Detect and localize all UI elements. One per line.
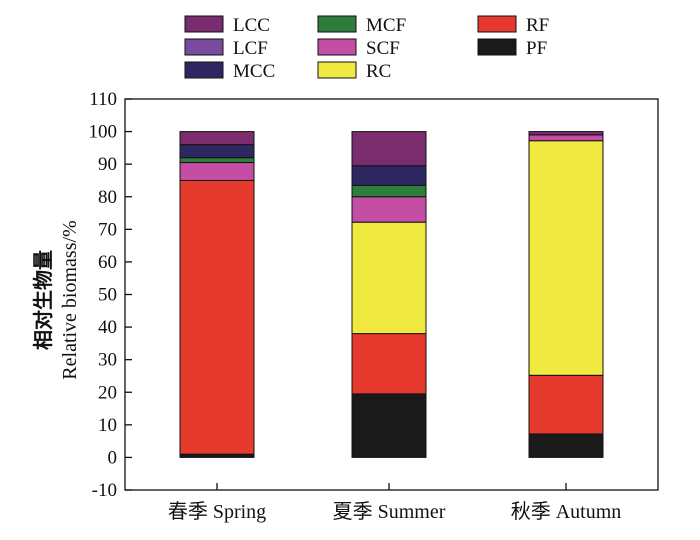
y-tick-label: 0: [108, 447, 118, 468]
x-category-label: 夏季 Summer: [333, 500, 446, 523]
bar-segment-rf: [351, 333, 427, 395]
legend-swatch-mcc: [184, 61, 224, 79]
y-tick-label: -10: [92, 480, 117, 501]
y-tick-label: 110: [89, 89, 117, 110]
legend-label-lcf: LCF: [233, 38, 268, 59]
y-tick-label: 80: [98, 187, 117, 208]
legend-label-mcc: MCC: [233, 61, 275, 82]
y-tick-label: 40: [98, 317, 117, 338]
legend-swatch-rc: [317, 61, 357, 79]
bar-segment-mcf: [351, 184, 427, 198]
y-axis-label-chinese: 相对生物量: [31, 250, 55, 350]
legend-swatch-rf: [477, 15, 517, 33]
bar-segment-rc: [528, 140, 604, 376]
bar-segment-pf: [528, 433, 604, 458]
bar-segment-scf: [528, 134, 604, 142]
axis-labels: 相对生物量 Relative biomass/%: [31, 220, 81, 379]
bars: [179, 131, 604, 458]
legend-swatch-lcf: [184, 38, 224, 56]
y-tick-label: 70: [98, 219, 117, 240]
legend-label-scf: SCF: [366, 38, 400, 59]
bar-segment-scf: [351, 196, 427, 223]
bar-segment-mcf: [179, 157, 255, 164]
y-axis-label-english: Relative biomass/%: [59, 220, 81, 379]
legend-swatch-scf: [317, 38, 357, 56]
y-tick-label: 90: [98, 154, 117, 175]
legend-label-mcf: MCF: [366, 15, 406, 36]
y-tick-label: 50: [98, 285, 117, 306]
y-tick-label: 20: [98, 382, 117, 403]
bar-segment-mcc: [179, 144, 255, 159]
bar-segment-lcc: [179, 131, 255, 146]
bar-segment-rc: [351, 221, 427, 335]
bar-segment-rf: [179, 179, 255, 455]
legend-label-lcc: LCC: [233, 15, 270, 36]
bar-segment-scf: [179, 162, 255, 181]
y-tick-label: 100: [89, 122, 118, 143]
axes: -10 0 10 20 30 40 50 60 70 80 90 100 110 春季 Spring 夏季 …: [89, 89, 659, 523]
legend-label-rf: RF: [526, 15, 549, 36]
bar-segment-lcc: [528, 131, 604, 136]
bar-segment-pf: [351, 393, 427, 458]
legend-label-pf: PF: [526, 38, 547, 59]
bar-segment-lcc: [351, 131, 427, 167]
legend-label-rc: RC: [366, 61, 391, 82]
legend-swatch-pf: [477, 38, 517, 56]
y-tick-label: 10: [98, 415, 117, 436]
y-tick-label: 60: [98, 252, 117, 273]
legend-swatch-mcf: [317, 15, 357, 33]
legend-swatch-lcc: [184, 15, 224, 33]
bar-segment-mcc: [351, 165, 427, 186]
x-category-label: 春季 Spring: [168, 500, 266, 523]
legend: LCC MCF RF LCF SCF PF MCC RC: [184, 15, 549, 82]
bar-segment-rf: [528, 374, 604, 435]
x-category-label: 秋季 Autumn: [511, 500, 622, 523]
y-tick-label: 30: [98, 350, 117, 371]
